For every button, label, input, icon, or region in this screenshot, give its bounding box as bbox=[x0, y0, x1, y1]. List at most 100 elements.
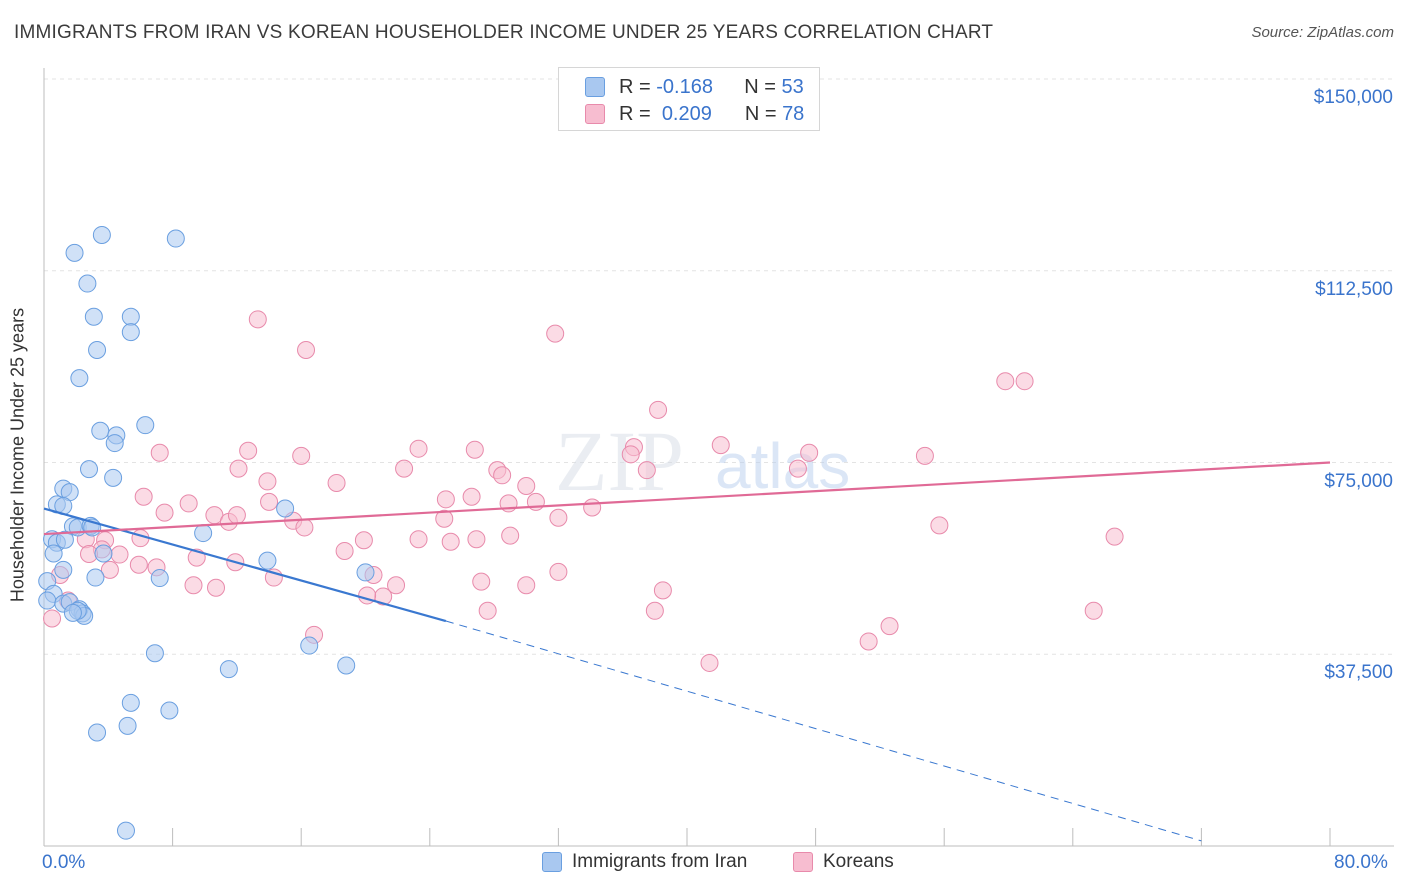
iran-point bbox=[276, 499, 295, 518]
iran-point bbox=[121, 693, 140, 712]
legend-row-iran: R = -0.168 N = 53 bbox=[585, 74, 804, 100]
korean-point bbox=[227, 506, 246, 525]
korean-n-value: 78 bbox=[782, 102, 805, 125]
korean-point bbox=[859, 632, 878, 651]
x-max-label: 80.0% bbox=[1334, 852, 1388, 873]
source-credit: Source: ZipAtlas.com bbox=[1251, 24, 1394, 41]
korean-point bbox=[248, 310, 267, 329]
iran-n-value: 53 bbox=[781, 75, 804, 98]
iran-point bbox=[300, 636, 319, 655]
x-min-label: 0.0% bbox=[42, 852, 86, 873]
iran-point bbox=[160, 701, 179, 720]
korean-point bbox=[260, 492, 279, 511]
y-tick-label: $75,000 bbox=[1324, 470, 1393, 492]
korean-point bbox=[501, 526, 520, 545]
r-label: R = bbox=[619, 75, 651, 98]
korean-point bbox=[996, 372, 1015, 391]
korean-point bbox=[155, 503, 174, 522]
iran-point bbox=[219, 660, 238, 679]
iran-point bbox=[121, 323, 140, 342]
korean-point bbox=[435, 509, 454, 528]
korean-point bbox=[258, 472, 277, 491]
iran-point bbox=[116, 821, 135, 840]
korean-point bbox=[387, 576, 406, 595]
korean-point bbox=[150, 443, 169, 462]
korean-point bbox=[880, 617, 899, 636]
iran-point bbox=[94, 544, 113, 563]
korean-point bbox=[546, 324, 565, 343]
korean-r-value: 0.209 bbox=[661, 102, 712, 125]
y-tick-label: $37,500 bbox=[1324, 662, 1393, 684]
stats-legend: R = -0.168 N = 53 R = 0.209 N = 78 bbox=[558, 67, 820, 131]
korean-point bbox=[649, 400, 668, 419]
korean-legend-label: Koreans bbox=[823, 851, 894, 872]
iran-point bbox=[356, 563, 375, 582]
chart-title: IMMIGRANTS FROM IRAN VS KOREAN HOUSEHOLD… bbox=[14, 22, 994, 43]
iran-point bbox=[44, 544, 63, 563]
iran-point bbox=[194, 524, 213, 543]
iran-point bbox=[63, 603, 82, 622]
korean-point bbox=[436, 490, 455, 509]
korean-point bbox=[1084, 601, 1103, 620]
korean-point bbox=[549, 562, 568, 581]
iran-point bbox=[166, 229, 185, 248]
iran-point bbox=[54, 560, 73, 579]
iran-point bbox=[65, 243, 84, 262]
korean-point bbox=[239, 441, 258, 460]
korean-point bbox=[295, 518, 314, 537]
korean-point bbox=[711, 436, 730, 455]
legend-item-korean: Koreans bbox=[793, 851, 894, 873]
iran-point bbox=[91, 421, 110, 440]
y-tick-label: $150,000 bbox=[1313, 87, 1393, 108]
iran-point bbox=[88, 341, 107, 360]
n-label: N = bbox=[744, 75, 776, 98]
watermark-zip: ZIP bbox=[555, 413, 684, 509]
iran-point bbox=[86, 568, 105, 587]
iran-point bbox=[38, 591, 57, 610]
iran-legend-label: Immigrants from Iran bbox=[572, 851, 748, 872]
korean-point bbox=[549, 508, 568, 527]
korean-point bbox=[100, 560, 119, 579]
iran-point bbox=[104, 468, 123, 487]
iran-point bbox=[136, 416, 155, 435]
korean-point bbox=[637, 461, 656, 480]
legend-item-iran: Immigrants from Iran bbox=[542, 851, 747, 873]
legend-row-korean: R = 0.209 N = 78 bbox=[585, 101, 804, 127]
iran-point bbox=[84, 307, 103, 326]
korean-point bbox=[229, 459, 248, 478]
iran-point bbox=[258, 551, 277, 570]
korean-point bbox=[930, 516, 949, 535]
korean-point bbox=[292, 446, 311, 465]
korean-point bbox=[788, 459, 807, 478]
y-axis-label: Householder Income Under 25 years bbox=[7, 307, 28, 603]
korean-point bbox=[207, 578, 226, 597]
korean-point bbox=[335, 541, 354, 560]
iran-legend-swatch bbox=[542, 852, 562, 872]
iran-point bbox=[337, 656, 356, 675]
iran-swatch bbox=[585, 77, 605, 97]
korean-point bbox=[645, 601, 664, 620]
korean-point bbox=[409, 530, 428, 549]
iran-point bbox=[88, 723, 107, 742]
korean-point bbox=[441, 532, 460, 551]
korean-point bbox=[395, 459, 414, 478]
korean-point bbox=[517, 477, 536, 496]
korean-swatch bbox=[585, 104, 605, 124]
y-tick-label: $112,500 bbox=[1315, 278, 1393, 300]
iran-point bbox=[78, 274, 97, 293]
gridlines bbox=[44, 78, 1394, 655]
korean-point bbox=[467, 530, 486, 549]
korean-point bbox=[179, 494, 198, 513]
korean-point bbox=[184, 576, 203, 595]
korean-point bbox=[129, 555, 148, 574]
korean-point bbox=[700, 653, 719, 672]
r-label: R = bbox=[619, 102, 651, 125]
korean-point bbox=[110, 545, 129, 564]
iran-point bbox=[70, 369, 89, 388]
iran-point bbox=[145, 644, 164, 663]
korean-point bbox=[653, 581, 672, 600]
korean-point bbox=[409, 439, 428, 458]
korean-point bbox=[800, 443, 819, 462]
korean-point bbox=[43, 609, 62, 628]
